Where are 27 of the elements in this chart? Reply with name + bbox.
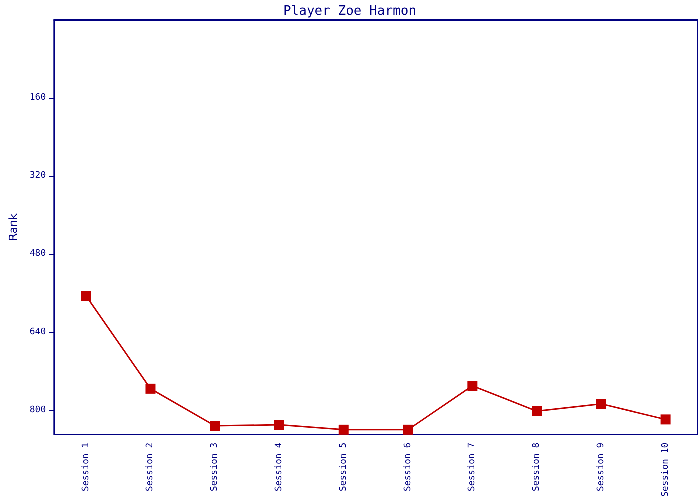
- point: [338, 424, 349, 435]
- point: [403, 424, 414, 435]
- point: [660, 414, 671, 425]
- point: [274, 420, 284, 430]
- y-axis-title: Rank: [7, 213, 20, 242]
- x-tick-label: Session 2: [146, 442, 156, 492]
- y-tick-label: 800: [30, 405, 46, 416]
- x-tick-label: Session 10: [660, 442, 671, 498]
- chart-title: Player Zoe Harmon: [283, 4, 417, 19]
- x-tick-label: Session 9: [596, 442, 606, 492]
- x-tick-label: Session 3: [210, 442, 220, 492]
- point: [81, 291, 92, 302]
- point: [468, 381, 478, 392]
- y-tick-label: 160: [30, 93, 46, 104]
- y-tick-label: 320: [30, 171, 46, 182]
- x-tick-label: Session 1: [81, 442, 92, 492]
- x-tick-label: Session 8: [532, 442, 542, 492]
- point: [532, 406, 542, 416]
- x-tick-label: Session 6: [403, 442, 414, 492]
- x-tick-label: Session 5: [338, 442, 349, 492]
- y-tick-label: 480: [30, 249, 46, 260]
- point: [146, 384, 156, 394]
- point: [210, 421, 220, 432]
- y-tick-label: 640: [30, 327, 46, 338]
- x-tick-label: Session 7: [468, 442, 478, 492]
- point: [596, 399, 606, 410]
- x-tick-label: Session 4: [274, 442, 284, 492]
